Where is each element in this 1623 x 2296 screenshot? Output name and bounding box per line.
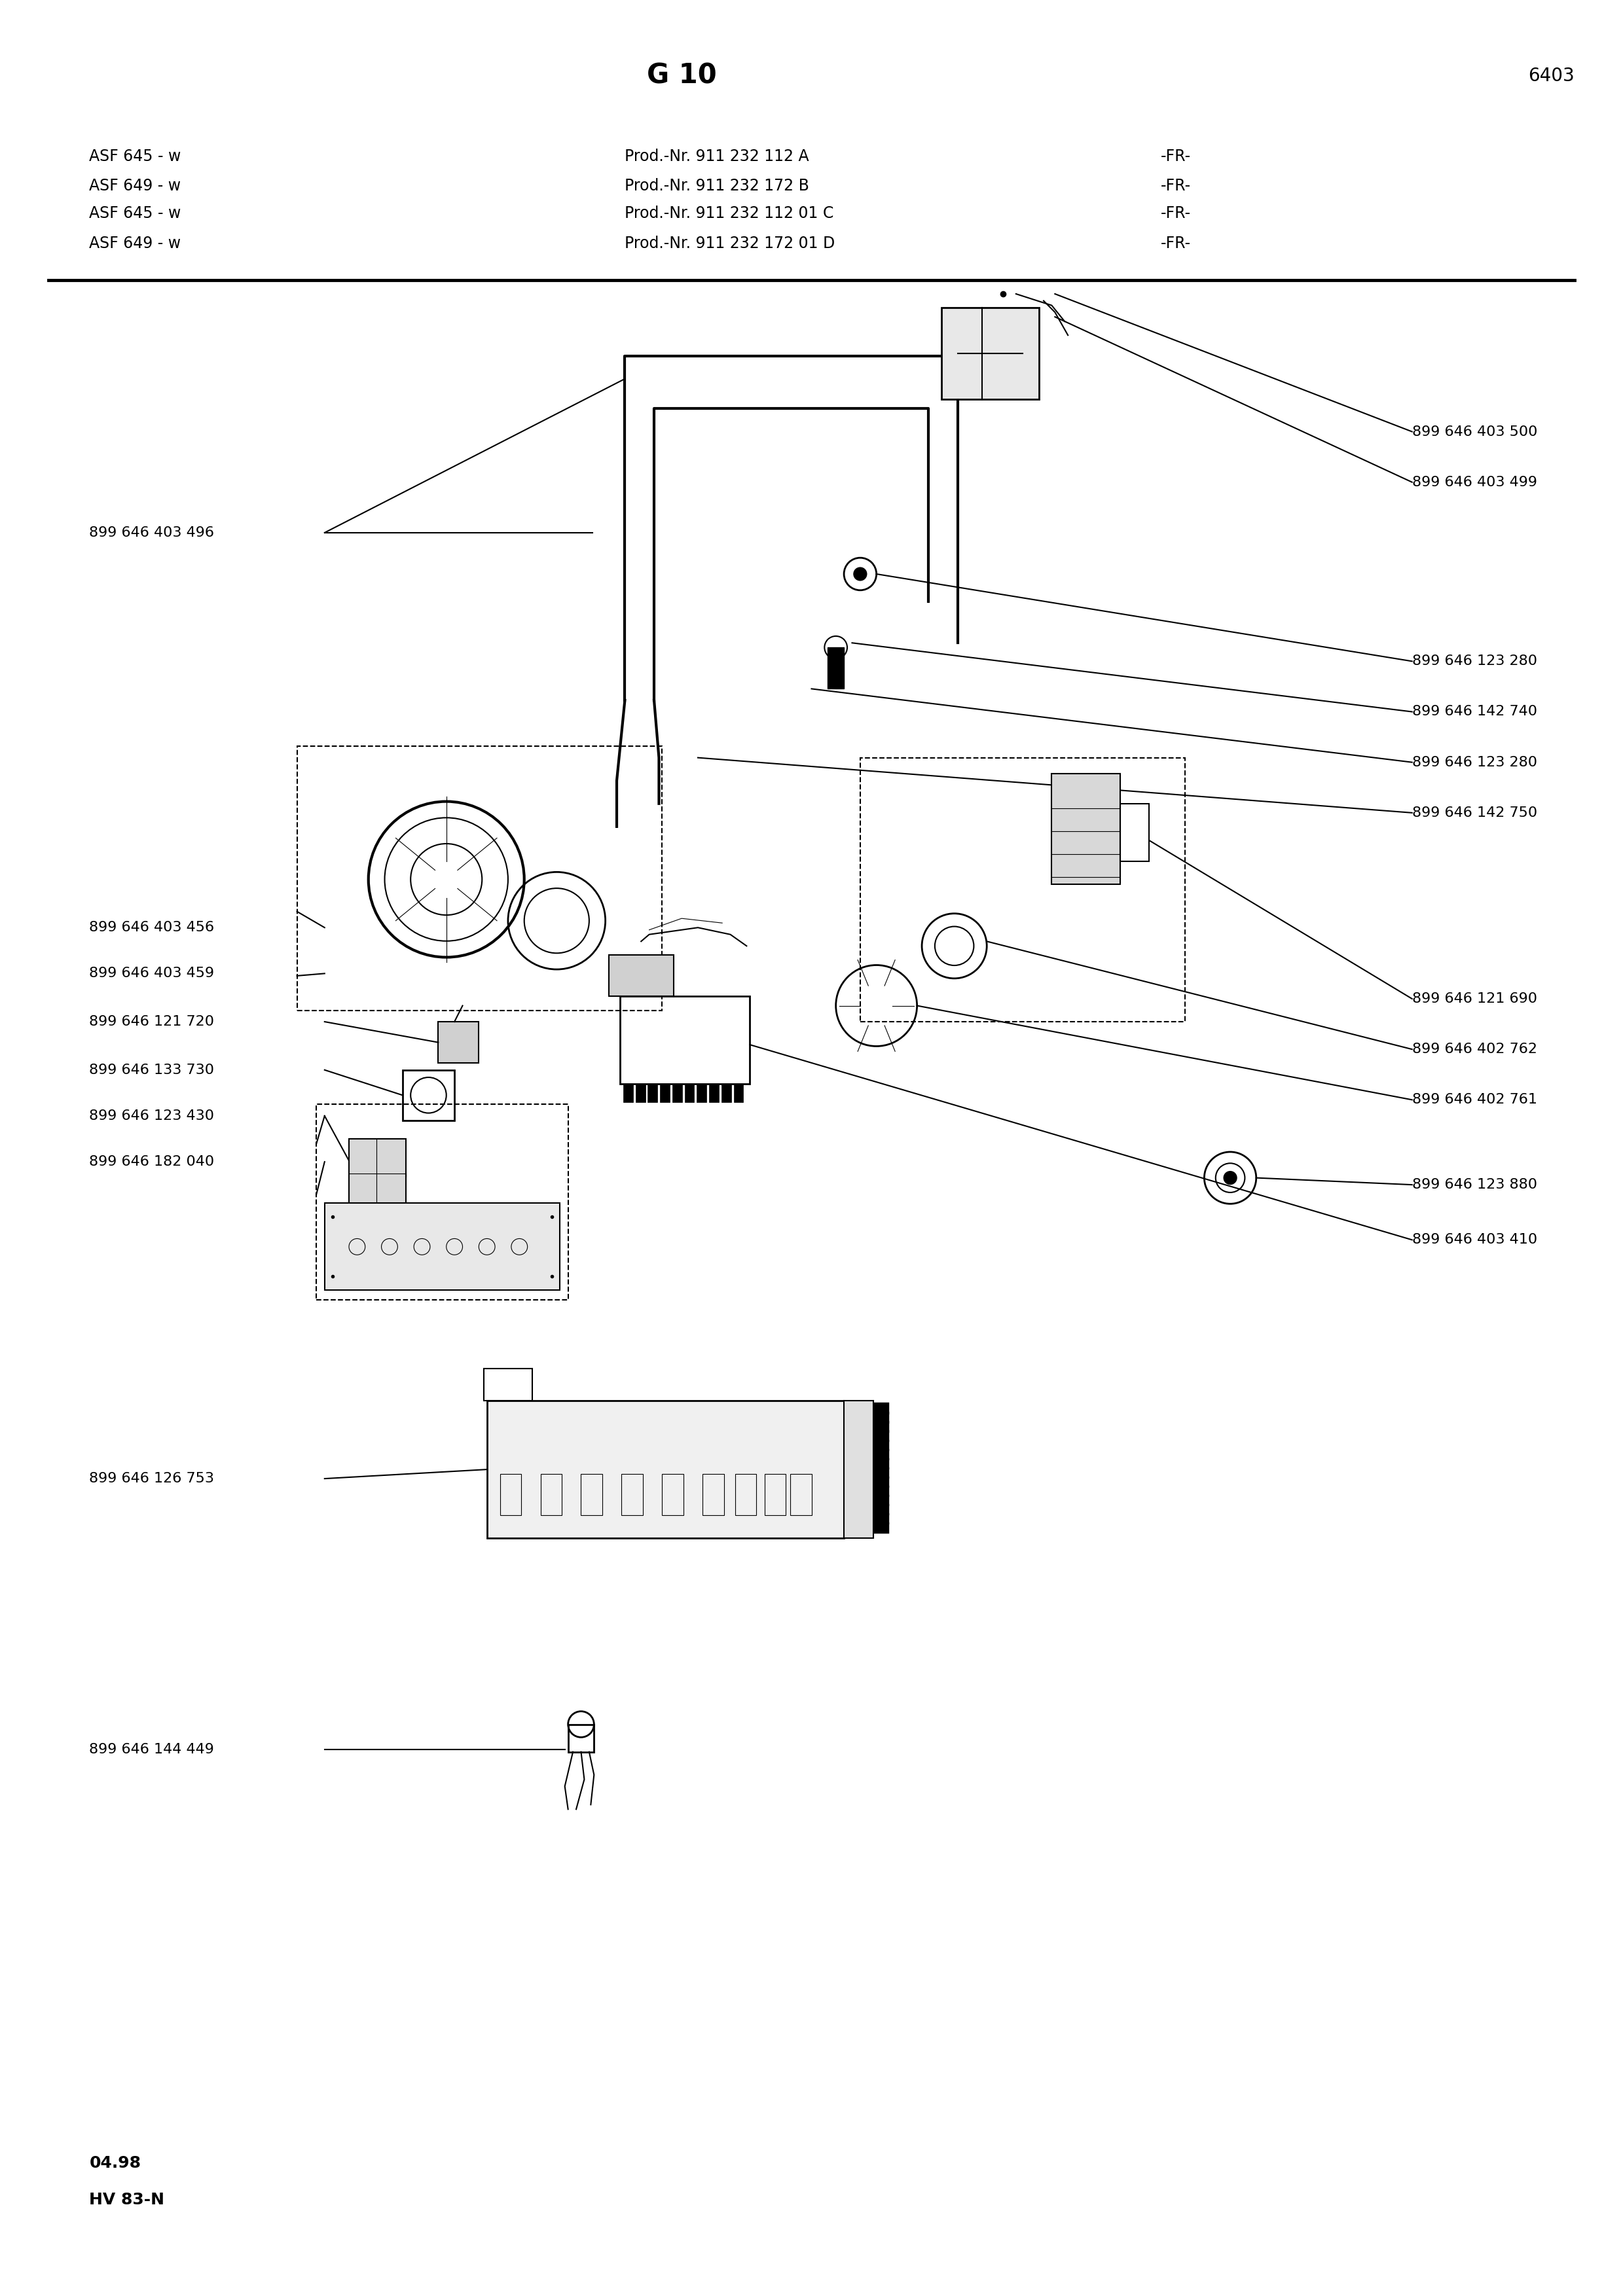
Text: 899 646 403 499: 899 646 403 499 (1412, 475, 1537, 489)
Bar (438, 1022, 479, 1063)
Text: -FR-: -FR- (1160, 179, 1191, 193)
Bar (661, 1084, 670, 1102)
Text: 899 646 403 456: 899 646 403 456 (89, 921, 214, 934)
Text: 899 646 126 753: 899 646 126 753 (89, 1472, 214, 1486)
Bar (609, 955, 674, 996)
Text: 899 646 121 720: 899 646 121 720 (89, 1015, 214, 1029)
Bar (703, 1474, 724, 1515)
Bar (623, 1084, 633, 1102)
Text: Prod.-Nr. 911 232 112 01 C: Prod.-Nr. 911 232 112 01 C (625, 207, 834, 220)
Bar (540, 1474, 562, 1515)
Bar (734, 1084, 743, 1102)
Bar (873, 1440, 889, 1451)
Bar (873, 1486, 889, 1497)
Bar (873, 1458, 889, 1469)
Bar (873, 1467, 889, 1479)
Text: Prod.-Nr. 911 232 172 B: Prod.-Nr. 911 232 172 B (625, 179, 810, 193)
Text: 899 646 403 410: 899 646 403 410 (1412, 1233, 1537, 1247)
Bar (636, 1084, 646, 1102)
Text: 899 646 403 496: 899 646 403 496 (89, 526, 214, 540)
Bar (403, 1070, 454, 1120)
Bar (873, 1476, 889, 1488)
Bar (484, 1368, 532, 1401)
Bar (873, 1421, 889, 1433)
Text: -FR-: -FR- (1160, 236, 1191, 250)
Bar (1120, 804, 1149, 861)
Text: ASF 645 - w: ASF 645 - w (89, 207, 182, 220)
Text: 899 646 123 280: 899 646 123 280 (1412, 654, 1537, 668)
Bar (721, 1084, 730, 1102)
Bar (696, 1084, 706, 1102)
Bar (581, 1474, 602, 1515)
Bar (735, 1474, 756, 1515)
Text: HV 83-N: HV 83-N (89, 2193, 164, 2206)
Bar (672, 1084, 682, 1102)
Text: 899 646 121 690: 899 646 121 690 (1412, 992, 1537, 1006)
Text: -FR-: -FR- (1160, 149, 1191, 163)
Bar (873, 1412, 889, 1424)
Bar (316, 1104, 568, 1300)
Bar (568, 1724, 594, 1752)
Text: 04.98: 04.98 (89, 2156, 141, 2170)
Circle shape (1224, 1171, 1237, 1185)
Bar (873, 1513, 889, 1525)
Bar (873, 1430, 889, 1442)
Bar (648, 1084, 657, 1102)
Bar (487, 1401, 844, 1538)
Text: 899 646 402 761: 899 646 402 761 (1412, 1093, 1537, 1107)
Bar (873, 1504, 889, 1515)
Text: 899 646 403 459: 899 646 403 459 (89, 967, 214, 980)
Text: 899 646 142 740: 899 646 142 740 (1412, 705, 1537, 719)
Bar (685, 1084, 695, 1102)
Text: 899 646 182 040: 899 646 182 040 (89, 1155, 214, 1169)
Text: ASF 649 - w: ASF 649 - w (89, 236, 182, 250)
Text: 899 646 142 750: 899 646 142 750 (1412, 806, 1537, 820)
Circle shape (854, 567, 867, 581)
Text: ASF 645 - w: ASF 645 - w (89, 149, 182, 163)
Bar (828, 647, 844, 689)
Text: Prod.-Nr. 911 232 112 A: Prod.-Nr. 911 232 112 A (625, 149, 810, 163)
Bar (844, 1401, 873, 1538)
Bar (764, 1474, 786, 1515)
Bar (620, 996, 750, 1084)
Text: Prod.-Nr. 911 232 172 01 D: Prod.-Nr. 911 232 172 01 D (625, 236, 836, 250)
Bar (662, 1474, 683, 1515)
Bar (709, 1084, 719, 1102)
Text: -FR-: -FR- (1160, 207, 1191, 220)
Bar (860, 758, 1185, 1022)
Text: ASF 649 - w: ASF 649 - w (89, 179, 182, 193)
Text: 899 646 123 880: 899 646 123 880 (1412, 1178, 1537, 1192)
Bar (325, 1203, 560, 1290)
Bar (941, 308, 1039, 400)
Bar (873, 1449, 889, 1460)
Bar (873, 1403, 889, 1414)
Bar (297, 746, 662, 1010)
Bar (622, 1474, 643, 1515)
Text: 899 646 133 730: 899 646 133 730 (89, 1063, 214, 1077)
Text: 899 646 403 500: 899 646 403 500 (1412, 425, 1537, 439)
Bar (349, 1139, 406, 1208)
Bar (790, 1474, 812, 1515)
Text: 899 646 123 280: 899 646 123 280 (1412, 755, 1537, 769)
Bar (1052, 774, 1120, 884)
Bar (873, 1522, 889, 1534)
Bar (500, 1474, 521, 1515)
Bar (873, 1495, 889, 1506)
Text: 899 646 123 430: 899 646 123 430 (89, 1109, 214, 1123)
Text: 899 646 144 449: 899 646 144 449 (89, 1743, 214, 1756)
Text: G 10: G 10 (646, 62, 717, 90)
Text: 6403: 6403 (1527, 67, 1574, 85)
Text: 899 646 402 762: 899 646 402 762 (1412, 1042, 1537, 1056)
